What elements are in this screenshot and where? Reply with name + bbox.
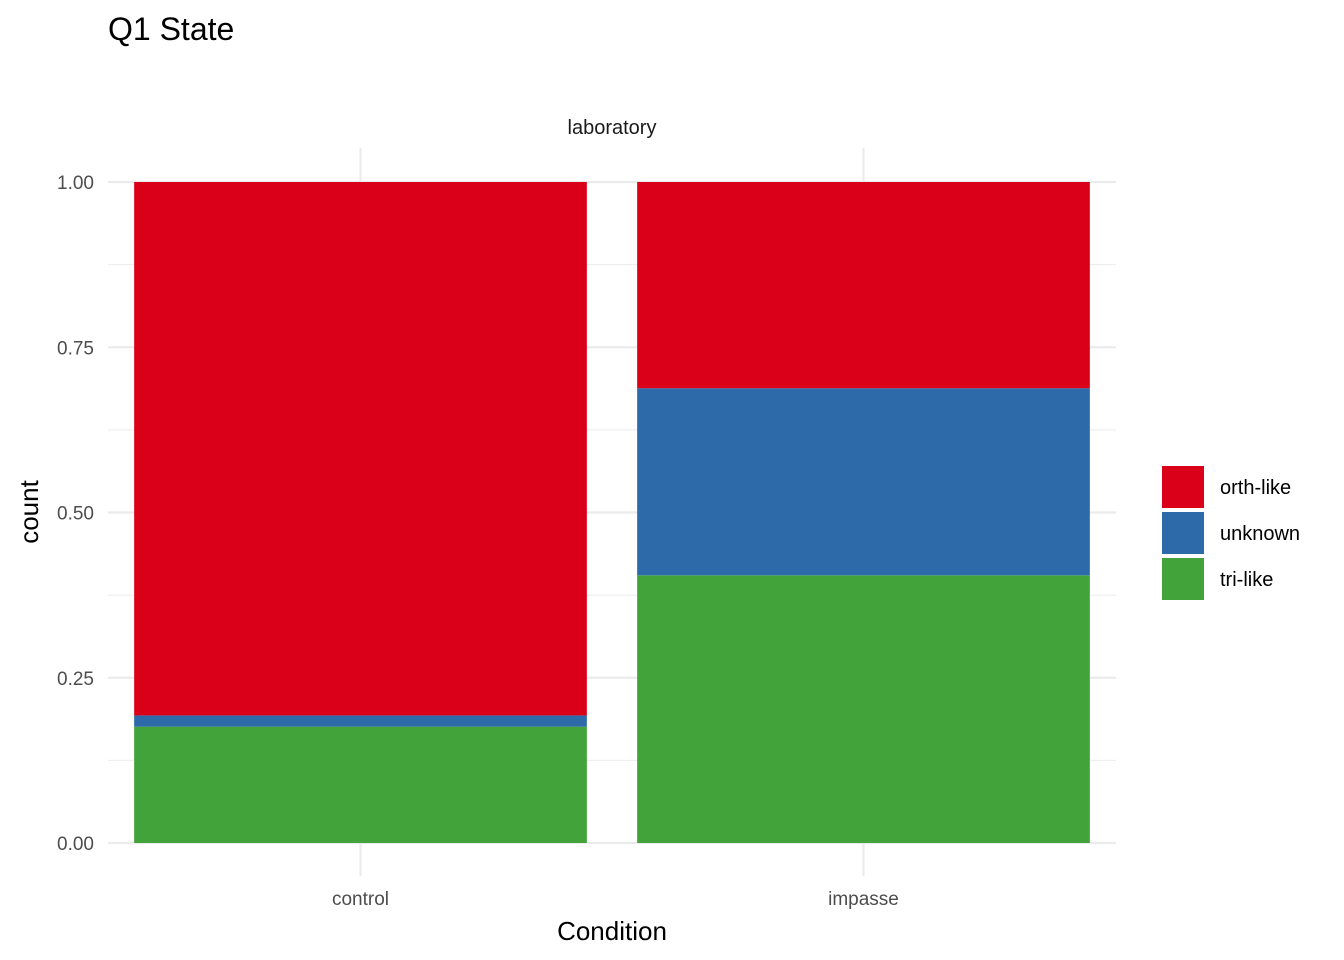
bar-orth-like-impasse (637, 182, 1090, 389)
bars (134, 182, 1090, 843)
legend-label-orth-like: orth-like (1220, 477, 1291, 499)
legend-label-tri-like: tri-like (1220, 569, 1273, 591)
legend-label-unknown: unknown (1220, 523, 1300, 545)
bar-tri-like-control (134, 726, 587, 843)
facet-label: laboratory (568, 117, 657, 139)
bar-unknown-impasse (637, 388, 1090, 576)
y-tick-labels: 0.00 0.25 0.50 0.75 1.00 (57, 173, 94, 855)
bar-unknown-control (134, 715, 587, 727)
x-tick-labels: control impasse (332, 889, 899, 910)
legend-key-tri-like (1162, 558, 1204, 600)
legend: orth-like unknown tri-like (1162, 466, 1300, 600)
x-tick-label: control (332, 889, 389, 910)
y-axis-title: count (14, 479, 44, 543)
x-tick-label: impasse (828, 889, 899, 910)
legend-key-orth-like (1162, 466, 1204, 508)
y-tick-label: 0.25 (57, 669, 94, 690)
legend-key-unknown (1162, 512, 1204, 554)
bar-tri-like-impasse (637, 575, 1090, 843)
y-tick-label: 1.00 (57, 173, 94, 194)
bar-orth-like-control (134, 182, 587, 716)
x-axis-title: Condition (557, 916, 667, 946)
y-tick-label: 0.50 (57, 504, 94, 525)
y-tick-label: 0.75 (57, 338, 94, 359)
y-tick-label: 0.00 (57, 834, 94, 855)
chart-title: Q1 State (108, 11, 234, 47)
